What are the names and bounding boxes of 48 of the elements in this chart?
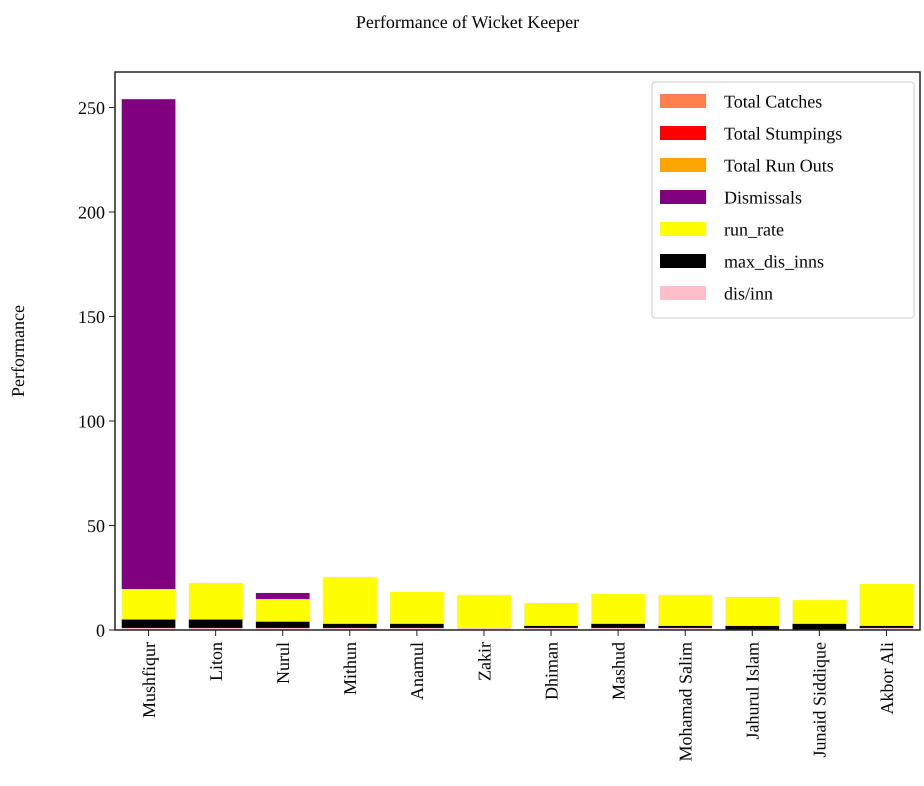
legend-label: dis/inn [724,283,774,304]
x-tick-label: Mushfiqur [138,642,159,718]
bar [725,596,780,626]
bar [122,99,176,590]
bar [457,595,511,628]
bar [322,577,377,624]
legend-label: run_rate [724,219,784,240]
x-tick-label: Mohamad Salim [676,642,696,762]
y-tick-label: 0 [96,620,105,640]
bar [256,593,310,600]
bar [390,592,444,624]
bar [658,595,712,626]
legend-label: Total Run Outs [724,155,834,176]
bar [256,599,310,622]
bar [122,589,176,620]
x-tick-label: Jahurul Islam [742,642,763,740]
bar [322,624,377,628]
x-tick-label: Anamul [407,642,428,700]
x-tick-label: Dhiman [541,642,562,700]
bar [524,603,578,626]
y-tick-label: 50 [87,516,105,536]
bar [188,582,242,620]
bar [122,620,176,628]
x-tick-label: Liton [206,642,226,681]
y-tick-label: 250 [78,98,105,118]
legend-label: Dismissals [724,187,802,208]
bar [792,624,846,630]
legend-label: Total Stumpings [724,123,842,144]
bar [188,620,242,628]
bar [860,584,914,626]
legend-label: Total Catches [724,91,822,112]
bar [792,600,846,624]
bar [591,624,645,628]
x-tick-label: Mithun [340,642,360,696]
chart-title: Performance of Wicket Keeper [356,12,580,32]
x-tick-label: Zakir [474,642,494,681]
legend-label: max_dis_inns [724,251,824,272]
bar [256,622,310,628]
y-tick-label: 100 [78,411,105,432]
x-tick-label: Akbor Ali [876,642,897,715]
y-axis-title: Performance [8,305,28,397]
bar [390,624,444,628]
x-tick-label: Mashud [608,642,628,700]
bar [591,594,645,624]
x-tick-label: Nurul [273,642,294,684]
y-tick-label: 150 [78,306,105,327]
x-tick-label: Junaid Siddique [810,642,830,758]
y-tick-label: 200 [78,202,105,222]
